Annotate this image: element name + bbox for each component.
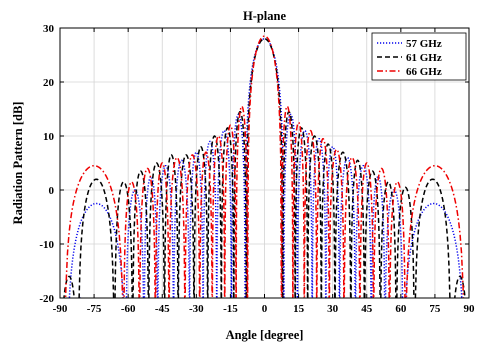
legend: 57 GHz 61 GHz 66 GHz [371, 32, 467, 81]
series-61-ghz-lobe [114, 181, 133, 298]
y-tick-label: 10 [43, 131, 55, 143]
y-tick-label: 20 [43, 77, 55, 89]
series-66-ghz-lobe [373, 167, 390, 298]
series-57-ghz-lobe [157, 164, 175, 298]
y-tick-label: 30 [43, 23, 55, 35]
legend-label-61-ghz: 61 GHz [406, 52, 442, 64]
series-66-ghz-lobe [280, 105, 294, 298]
x-tick-label: -30 [189, 303, 204, 315]
legend-label-66-ghz: 66 GHz [406, 66, 442, 78]
series-66-ghz-lobe [154, 162, 170, 298]
series-61-ghz-lobe [163, 154, 179, 298]
series-66-ghz-lobe [184, 154, 201, 298]
x-tick-label: -60 [121, 303, 136, 315]
axis-ticks: -90 -75 -60 -45 -30 -15 0 15 30 45 60 75 90 -20 -10 0 10… [39, 23, 475, 315]
series-66-ghz-lobe [235, 105, 249, 298]
x-tick-label: -90 [53, 303, 68, 315]
series-61-ghz-lobe [132, 170, 150, 298]
series-61-ghz-lobe [63, 275, 75, 298]
series-57-ghz-lobe [68, 202, 125, 298]
series-61-ghz-lobe [307, 135, 322, 298]
y-tick-label: -10 [39, 239, 54, 251]
grid [60, 28, 469, 298]
series-61-ghz-lobe [220, 127, 235, 298]
series-61-ghz-lobe [454, 275, 466, 298]
series-57-ghz-lobe [283, 113, 299, 298]
x-tick-label: 0 [262, 303, 268, 315]
series-66-ghz-lobe [139, 167, 156, 298]
legend-label-57-ghz: 57 GHz [406, 38, 442, 50]
x-tick-label: 15 [293, 303, 305, 315]
x-tick-label: 45 [361, 303, 373, 315]
series-66-ghz-lobe [303, 129, 318, 298]
series-57-ghz-lobe [405, 202, 463, 298]
series-66-ghz-lobe [359, 162, 375, 298]
series-61-ghz-lobe [414, 178, 451, 298]
series-66-ghz-lobe [328, 148, 345, 298]
series-61-ghz-lobe [396, 186, 415, 298]
series-61-ghz [63, 38, 466, 298]
x-axis-title: Angle [degree] [226, 328, 304, 342]
series-66-ghz-lobe [211, 135, 226, 298]
series-61-ghz-lobe [350, 159, 366, 298]
series-66-ghz-lobe [292, 121, 305, 298]
series-57-ghz-lobe [216, 129, 233, 298]
series-61-ghz-lobe [78, 178, 115, 298]
series-61-ghz-lobe [148, 162, 166, 298]
series-61-ghz-lobe [207, 135, 222, 298]
x-tick-label: 60 [395, 303, 407, 315]
series-66-ghz [64, 35, 465, 298]
series-layer [63, 35, 466, 298]
y-tick-label: -20 [39, 293, 54, 305]
series-66-ghz-lobe [389, 181, 406, 298]
x-tick-label: -15 [223, 303, 238, 315]
series-57-ghz-lobe [296, 129, 313, 298]
x-tick-label: -45 [155, 303, 170, 315]
series-66-ghz-lobe [123, 181, 140, 298]
series-66-ghz-lobe [316, 137, 330, 298]
series-61-ghz-lobe [233, 110, 247, 298]
x-tick-label: 90 [464, 303, 476, 315]
chart-title: H-plane [243, 9, 287, 23]
y-axis-title: Radiation Pattern [dB] [11, 102, 25, 225]
series-61-ghz-lobe [294, 127, 309, 298]
series-57-ghz-lobe [125, 189, 145, 298]
series-66-ghz-lobe [168, 156, 186, 298]
y-tick-label: 0 [49, 185, 55, 197]
series-61-ghz-lobe [380, 181, 397, 298]
series-61-ghz-lobe [177, 154, 195, 298]
series-66-ghz-lobe [224, 124, 237, 298]
series-66-ghz-lobe [405, 164, 465, 298]
series-66-ghz-lobe [343, 156, 361, 298]
series-66-ghz-lobe [64, 164, 124, 298]
x-tick-label: 30 [327, 303, 339, 315]
x-tick-label: -75 [87, 303, 102, 315]
series-66-ghz-lobe [199, 151, 213, 298]
series-61-ghz-lobe [334, 151, 352, 298]
series-61-ghz-lobe [193, 146, 209, 298]
series-61-ghz-lobe [364, 170, 381, 298]
x-tick-label: 75 [429, 303, 441, 315]
series-57-ghz-lobe [173, 159, 191, 298]
